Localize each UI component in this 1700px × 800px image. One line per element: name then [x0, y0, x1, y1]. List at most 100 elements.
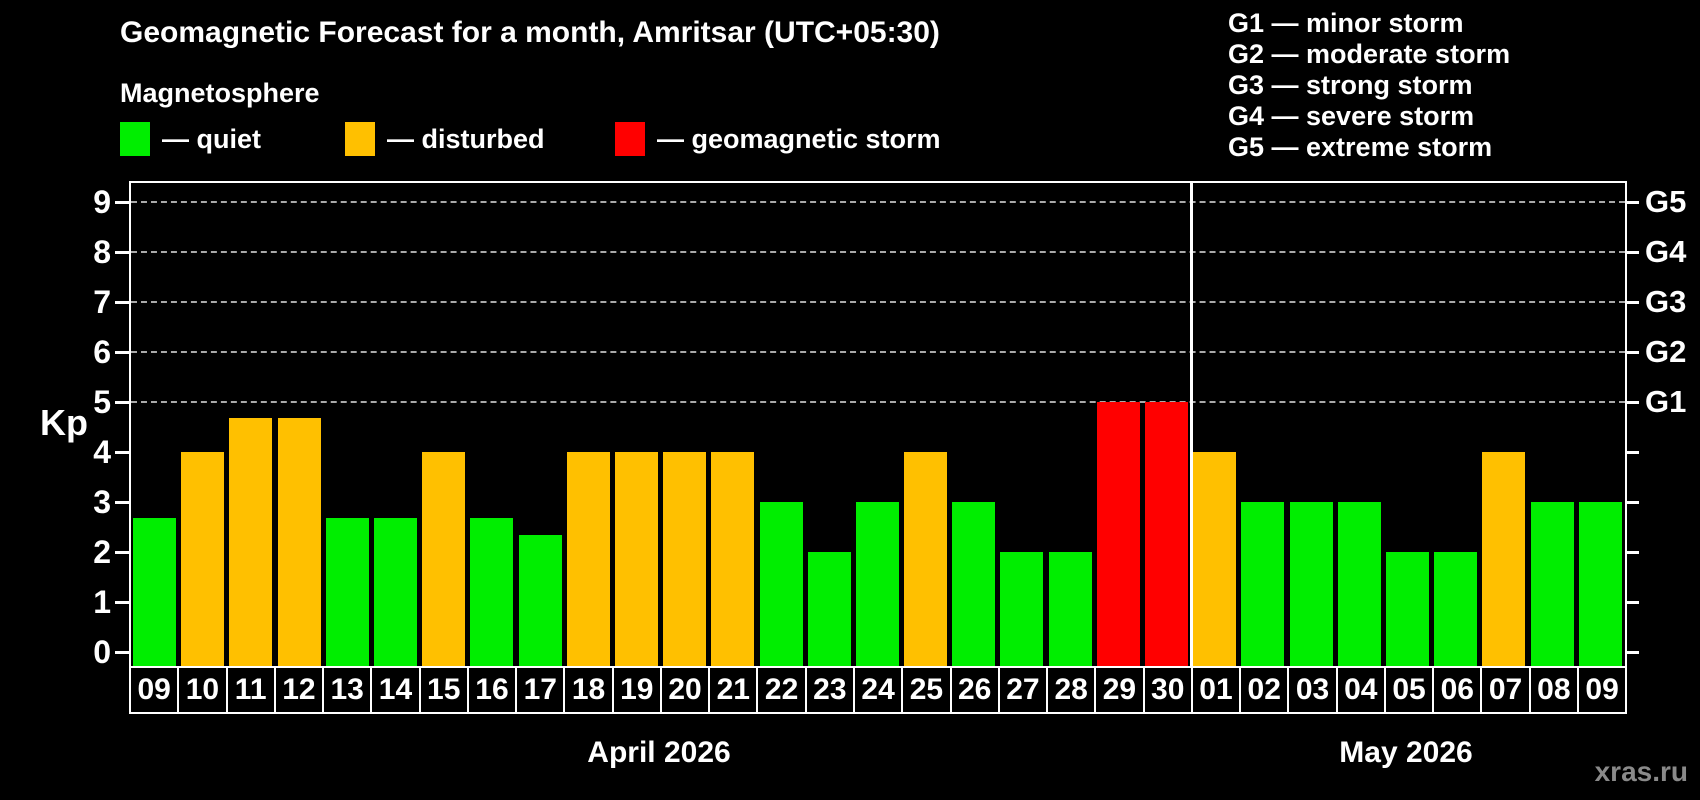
storm-scale-item-g2: G2 — moderate storm	[1228, 39, 1511, 69]
kp-bar-day-17	[519, 535, 562, 666]
kp-bar-day-11	[229, 418, 272, 666]
kp-bar-day-28	[1049, 552, 1092, 666]
right-axis-label-g2: G2	[1645, 334, 1687, 369]
y-axis-tick-right	[1625, 301, 1639, 304]
date-cell: 09	[129, 666, 180, 714]
y-axis-label: 4	[93, 434, 111, 470]
date-cell: 30	[1142, 666, 1193, 714]
storm-scale-item-g1: G1 — minor storm	[1228, 8, 1464, 38]
y-axis-tick-left	[115, 601, 129, 604]
y-axis-tick-left	[115, 251, 129, 254]
date-cell: 25	[901, 666, 952, 714]
kp-bar-day-06	[1434, 552, 1477, 666]
y-axis-tick-right	[1625, 351, 1639, 354]
gridline-kp8	[131, 251, 1625, 253]
gridline-kp9	[131, 201, 1625, 203]
y-axis-tick-right	[1625, 501, 1639, 504]
kp-bar-day-04	[1338, 502, 1381, 666]
date-cell: 04	[1335, 666, 1386, 714]
kp-bar-day-19	[615, 452, 658, 666]
date-cell: 01	[1190, 666, 1242, 714]
kp-bar-day-09	[133, 518, 176, 666]
kp-bar-day-05	[1386, 552, 1429, 666]
date-cell: 20	[659, 666, 711, 714]
month-divider-line	[1190, 183, 1193, 666]
date-cell: 26	[949, 666, 1000, 714]
y-axis-tick-left	[115, 301, 129, 304]
date-cell: 15	[418, 666, 469, 714]
y-axis-tick-right	[1625, 551, 1639, 554]
y-axis-tick-left	[115, 451, 129, 454]
legend-label-disturbed: — disturbed	[387, 123, 545, 154]
disturbed-color-swatch	[345, 122, 375, 156]
kp-bar-day-26	[952, 502, 995, 666]
legend-item-quiet: — quiet	[120, 122, 261, 156]
date-cell: 03	[1287, 666, 1338, 714]
y-axis-label: 0	[93, 634, 111, 670]
legend-label-storm: — geomagnetic storm	[657, 123, 941, 154]
kp-bar-day-23	[808, 552, 851, 666]
kp-bar-day-27	[1000, 552, 1043, 666]
right-axis-label-g1: G1	[1645, 384, 1687, 419]
date-cell: 27	[997, 666, 1049, 714]
date-cell: 21	[708, 666, 759, 714]
date-cell: 05	[1383, 666, 1435, 714]
y-axis-tick-left	[115, 201, 129, 204]
y-axis-tick-left	[115, 401, 129, 404]
y-axis-label: 3	[93, 484, 111, 520]
legend-label-quiet: — quiet	[162, 123, 261, 154]
storm-scale-legend: G1 — minor storm G2 — moderate storm G3 — …	[1228, 8, 1510, 163]
date-cell: 08	[1528, 666, 1579, 714]
y-axis-label: 1	[93, 584, 111, 620]
date-cell: 09	[1576, 666, 1628, 714]
gridline-kp7	[131, 301, 1625, 303]
kp-bar-day-13	[326, 518, 369, 666]
page-title: Geomagnetic Forecast for a month, Amrits…	[120, 16, 940, 49]
y-axis-label: 2	[93, 534, 111, 570]
date-cell: 24	[852, 666, 904, 714]
right-axis-label-g5: G5	[1645, 184, 1687, 219]
kp-bar-day-18	[567, 452, 610, 666]
kp-bar-day-12	[278, 418, 321, 666]
date-cell: 02	[1239, 666, 1290, 714]
date-cell: 06	[1432, 666, 1483, 714]
y-axis-tick-right	[1625, 201, 1639, 204]
date-cell: 11	[225, 666, 276, 714]
kp-bar-day-15	[422, 452, 465, 666]
kp-bar-day-14	[374, 518, 417, 666]
storm-scale-item-g4: G4 — severe storm	[1228, 101, 1475, 131]
date-cell: 10	[177, 666, 228, 714]
storm-scale-item-g3: G3 — strong storm	[1228, 70, 1473, 100]
legend-item-storm: — geomagnetic storm	[615, 122, 941, 156]
y-axis-label: 8	[93, 234, 111, 270]
kp-bar-day-20	[663, 452, 706, 666]
y-axis-label: 6	[93, 334, 111, 370]
gridline-kp6	[131, 351, 1625, 353]
date-cell: 22	[756, 666, 807, 714]
kp-bar-day-16	[470, 518, 513, 666]
kp-bar-day-01	[1193, 452, 1236, 666]
kp-bar-day-29	[1097, 402, 1140, 666]
y-axis-tick-left	[115, 551, 129, 554]
legend-item-disturbed: — disturbed	[345, 122, 545, 156]
date-axis-row: 09 10 11 12 13 14 15 16 17 18 19 20 21 22 23 24 25 26 27 28…	[129, 666, 1628, 714]
y-axis-tick-left	[115, 351, 129, 354]
kp-bar-day-10	[181, 452, 224, 666]
month-label-may: May 2026	[1339, 736, 1473, 769]
chart-subtitle: Magnetosphere	[120, 78, 320, 108]
y-axis-tick-right	[1625, 601, 1639, 604]
y-axis-tick-right	[1625, 251, 1639, 254]
kp-bar-day-22	[760, 502, 803, 666]
gridline-kp5	[131, 401, 1625, 403]
storm-color-swatch	[615, 122, 645, 156]
date-cell: 13	[322, 666, 373, 714]
y-axis-label: 5	[93, 384, 111, 420]
kp-bar-day-02	[1241, 502, 1284, 666]
xras-watermark: xras.ru	[1594, 756, 1688, 787]
kp-bar-day-08	[1531, 502, 1574, 666]
right-axis-label-g4: G4	[1645, 234, 1687, 269]
date-cell: 17	[515, 666, 566, 714]
kp-bar-day-30	[1145, 402, 1188, 666]
kp-bar-day-25	[904, 452, 947, 666]
date-cell: 18	[563, 666, 614, 714]
